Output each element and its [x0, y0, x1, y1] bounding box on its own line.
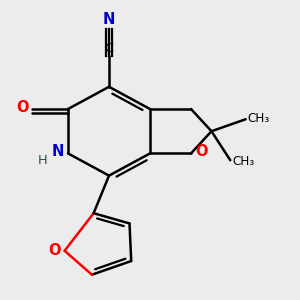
Text: CH₃: CH₃: [248, 112, 270, 125]
Text: C: C: [104, 42, 113, 55]
Text: H: H: [38, 154, 47, 167]
Text: O: O: [16, 100, 29, 115]
Text: N: N: [103, 12, 115, 27]
Text: N: N: [52, 144, 64, 159]
Text: O: O: [49, 243, 61, 258]
Text: CH₃: CH₃: [232, 155, 254, 169]
Text: O: O: [195, 144, 208, 159]
